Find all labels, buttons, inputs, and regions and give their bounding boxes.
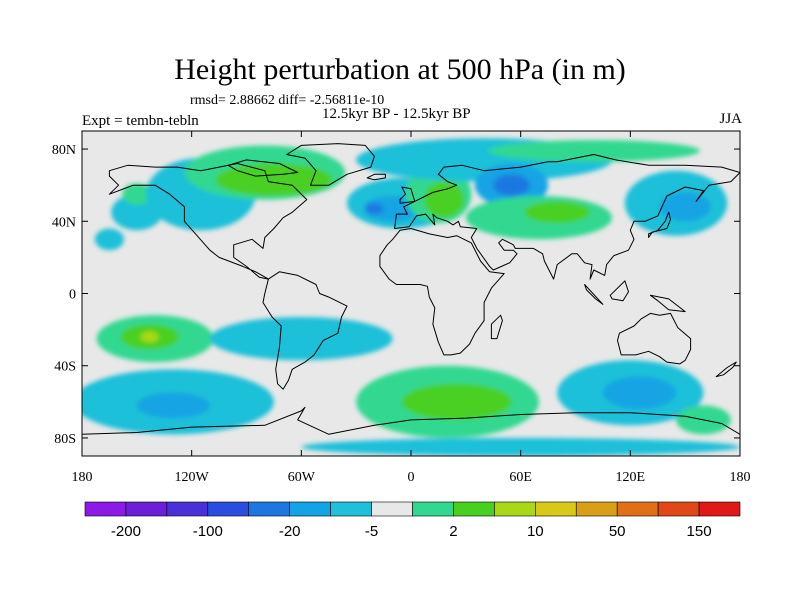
lon-tick-label: 180 bbox=[730, 470, 751, 485]
contour-region bbox=[122, 183, 152, 206]
coastline bbox=[617, 312, 692, 365]
colorbar-swatch bbox=[535, 501, 577, 517]
lat-tick-label: 80N bbox=[52, 143, 76, 158]
coastlines bbox=[82, 143, 740, 456]
season-label: JJA bbox=[719, 111, 742, 127]
lon-tick-label: 180 bbox=[72, 470, 93, 485]
colorbar-swatch bbox=[125, 501, 168, 517]
colorbar-swatch bbox=[494, 501, 536, 517]
lat-tick-label: 0 bbox=[69, 288, 76, 303]
colorbar-swatch bbox=[698, 501, 741, 517]
colorbar: -200 -100 -20 -5 2 10 50 150 bbox=[84, 501, 741, 540]
colorbar-label: -5 bbox=[365, 523, 378, 540]
contour-region bbox=[602, 376, 677, 410]
coastline bbox=[490, 314, 503, 340]
colorbar-swatch bbox=[371, 501, 413, 517]
coastline bbox=[82, 406, 740, 456]
coastline bbox=[584, 284, 604, 305]
colorbar-swatch bbox=[412, 501, 454, 517]
coastline bbox=[715, 361, 737, 378]
colorbar-swatch bbox=[84, 501, 127, 517]
lat-tick-label: 80S bbox=[54, 432, 76, 447]
contour-region bbox=[136, 392, 210, 419]
colorbar-label: 2 bbox=[449, 523, 457, 540]
colorbar-swatch bbox=[616, 501, 659, 517]
lat-tick-label: 40N bbox=[52, 215, 76, 230]
period-label: 12.5kyr BP - 12.5kyr BP bbox=[322, 106, 471, 122]
colorbar-swatch bbox=[330, 501, 372, 517]
coastline bbox=[262, 271, 348, 390]
coastline bbox=[108, 163, 308, 280]
contour-region bbox=[365, 203, 384, 215]
colorbar-swatch bbox=[166, 501, 209, 517]
coastline bbox=[399, 186, 416, 204]
contour-region bbox=[487, 140, 700, 162]
experiment-label: Expt = tembn-tebln bbox=[82, 113, 199, 129]
colorbar-label: 10 bbox=[527, 523, 544, 540]
page-title: Height perturbation at 500 hPa (in m) bbox=[174, 53, 626, 86]
lon-tick-label: 120E bbox=[616, 470, 646, 485]
contour-region bbox=[493, 174, 530, 197]
coastline bbox=[394, 154, 740, 280]
stats-label: rmsd= 2.88662 diff= -2.56811e-10 bbox=[190, 93, 385, 108]
colorbar-label: 150 bbox=[687, 523, 712, 540]
coastline bbox=[649, 294, 686, 313]
contour-region bbox=[140, 331, 159, 343]
coastline bbox=[366, 173, 386, 181]
contour-region bbox=[524, 201, 591, 224]
colorbar-swatch bbox=[248, 501, 290, 517]
colorbar-label: -100 bbox=[193, 523, 223, 540]
contour-region bbox=[401, 383, 512, 420]
lon-tick-label: 0 bbox=[408, 470, 415, 485]
lon-tick-label: 60W bbox=[288, 470, 316, 485]
colorbar-label: -200 bbox=[111, 523, 141, 540]
lon-tick-label: 60E bbox=[509, 470, 532, 485]
contour-region bbox=[94, 228, 125, 251]
colorbar-label: 50 bbox=[609, 523, 626, 540]
axis-ticks: 80N 40N 0 40S 80S 180 120W 60W 0 60E 120E 180 bbox=[52, 131, 751, 485]
lat-tick-label: 40S bbox=[54, 360, 76, 375]
contour-region bbox=[215, 163, 333, 196]
colorbar-label: -20 bbox=[279, 523, 301, 540]
contour-region bbox=[423, 181, 465, 218]
coastline bbox=[379, 228, 505, 356]
colorbar-swatch bbox=[657, 501, 700, 517]
lon-tick-label: 120W bbox=[175, 470, 210, 485]
coastline bbox=[286, 143, 375, 186]
coastline bbox=[609, 280, 629, 302]
colorbar-swatch bbox=[289, 501, 331, 517]
colorbar-swatch bbox=[575, 501, 618, 517]
colorbar-swatch bbox=[207, 501, 250, 517]
coastline bbox=[227, 159, 299, 177]
contour-region bbox=[209, 316, 393, 361]
coastline bbox=[648, 211, 671, 238]
colorbar-swatch bbox=[453, 501, 495, 517]
